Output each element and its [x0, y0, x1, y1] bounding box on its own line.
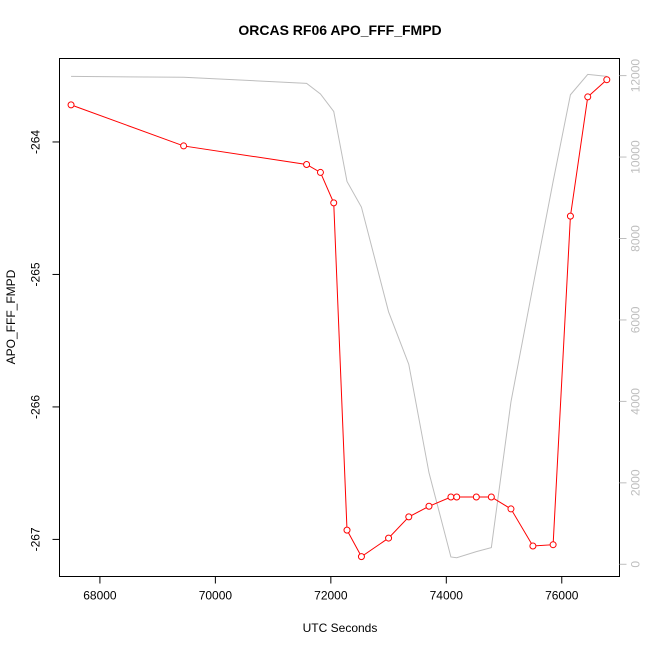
y2-tick-label: 10000	[629, 140, 643, 174]
x-tick-label: 70000	[199, 589, 233, 603]
y-tick-label: -265	[29, 262, 43, 286]
data-point	[566, 212, 574, 220]
y2-tick-label: 6000	[629, 306, 643, 333]
y-axis: -267 -266 -265 -264	[29, 130, 60, 551]
data-point	[584, 93, 592, 101]
secondary-series-line	[71, 73, 607, 559]
y2-tick-label: 0	[629, 561, 643, 568]
data-point	[385, 534, 393, 542]
data-point	[316, 168, 324, 176]
data-point	[603, 76, 611, 84]
y2-tick-label: 8000	[629, 225, 643, 252]
data-point	[447, 493, 455, 501]
y2-tick-label: 4000	[629, 388, 643, 415]
x-tick-label: 74000	[430, 589, 464, 603]
secondary-y-axis: 0 2000 4000 6000 8000 10000 12000	[619, 59, 643, 568]
data-point	[507, 505, 515, 513]
x-tick-label: 68000	[83, 589, 117, 603]
plot-frame	[59, 58, 620, 577]
data-point	[343, 526, 351, 534]
data-point	[453, 493, 461, 501]
data-point	[529, 542, 537, 550]
y2-tick-label: 2000	[629, 469, 643, 496]
data-point	[67, 101, 75, 109]
data-point	[330, 199, 338, 207]
y-tick-label: -264	[29, 130, 43, 154]
x-tick-label: 76000	[545, 589, 579, 603]
data-point	[487, 493, 495, 501]
data-point	[405, 513, 413, 521]
data-point	[357, 553, 365, 561]
data-point	[303, 160, 311, 168]
x-axis-label: UTC Seconds	[303, 621, 378, 635]
y-tick-label: -266	[29, 395, 43, 419]
chart-title: ORCAS RF06 APO_FFF_FMPD	[238, 22, 441, 38]
y-tick-label: -267	[29, 527, 43, 551]
data-point	[180, 142, 188, 150]
series-layer	[67, 73, 611, 561]
x-axis: 68000 70000 72000 74000 76000	[83, 576, 579, 603]
x-tick-label: 72000	[314, 589, 348, 603]
data-point	[425, 502, 433, 510]
y-axis-label: APO_FFF_FMPD	[4, 269, 18, 364]
data-point	[549, 541, 557, 549]
y2-tick-label: 12000	[629, 59, 643, 93]
data-point	[472, 493, 480, 501]
